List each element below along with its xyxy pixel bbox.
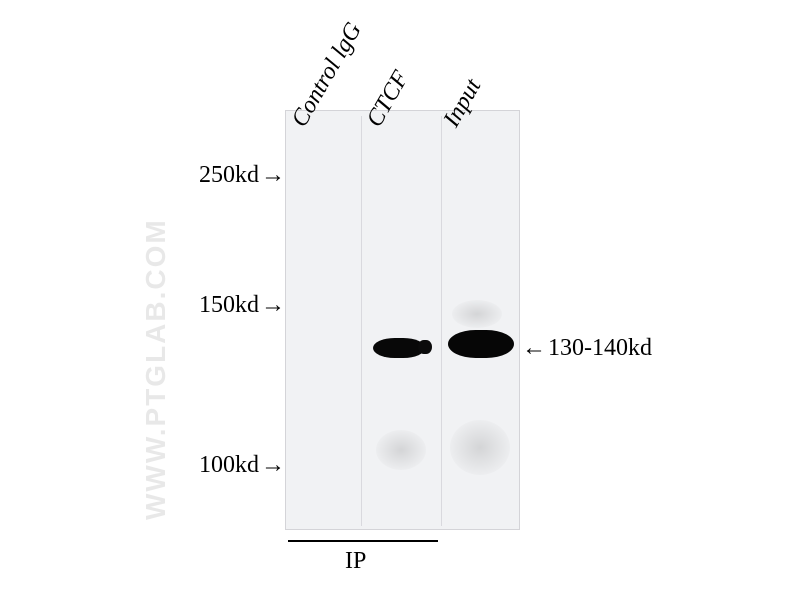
arrow-right-icon: →: [261, 162, 285, 189]
band-ctcf-tail: [418, 340, 432, 354]
watermark-text: WWW.PTGLAB.COM: [140, 218, 172, 520]
lane-divider: [441, 116, 442, 526]
mw-text: 150kd: [199, 292, 259, 318]
ip-bracket-label: IP: [345, 548, 366, 575]
band-size-text: 130-140kd: [548, 335, 652, 361]
mw-label-150: 150kd→: [170, 292, 285, 319]
mw-label-100: 100kd→: [170, 452, 285, 479]
mw-text: 100kd: [199, 452, 259, 478]
blot-smudge: [376, 430, 426, 470]
arrow-right-icon: →: [261, 452, 285, 479]
lane-divider: [361, 116, 362, 526]
blot-smudge: [452, 300, 502, 328]
arrow-right-icon: →: [261, 292, 285, 319]
ip-bracket-bar: [288, 540, 438, 542]
figure-root: WWW.PTGLAB.COM Control lgG CTCF Input 25…: [0, 0, 800, 600]
band-size-annotation: ←130-140kd: [522, 335, 652, 362]
arrow-left-icon: ←: [522, 335, 546, 362]
blot-smudge: [450, 420, 510, 475]
mw-text: 250kd: [199, 162, 259, 188]
band-input-main: [448, 330, 514, 358]
mw-label-250: 250kd→: [170, 162, 285, 189]
